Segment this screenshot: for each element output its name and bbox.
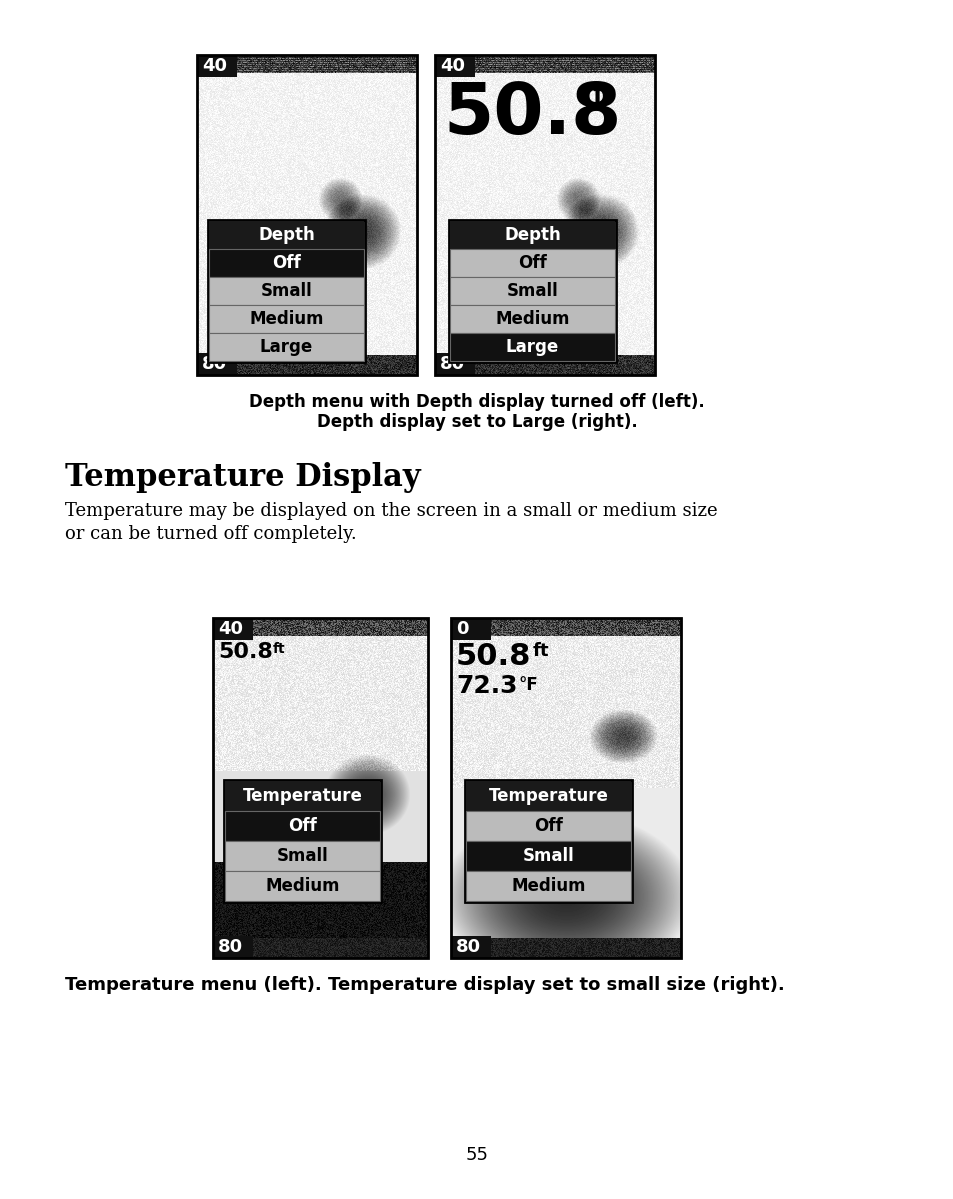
Text: ft: ft: [593, 83, 614, 107]
Bar: [465, 811, 630, 840]
Text: 40: 40: [439, 58, 464, 76]
Bar: [213, 617, 428, 958]
Bar: [435, 55, 655, 375]
Text: 80: 80: [439, 355, 465, 373]
Bar: [225, 781, 379, 811]
Bar: [465, 781, 630, 811]
Bar: [450, 277, 615, 305]
Bar: [225, 840, 379, 870]
Bar: [450, 305, 615, 333]
Text: Temperature: Temperature: [242, 787, 362, 805]
Text: Depth: Depth: [503, 225, 560, 245]
Text: Temperature menu (left). Temperature display set to small size (right).: Temperature menu (left). Temperature dis…: [65, 976, 784, 994]
Text: 80: 80: [456, 938, 480, 956]
Text: 80: 80: [218, 938, 243, 956]
Text: Off: Off: [534, 817, 562, 835]
Bar: [465, 840, 630, 870]
Text: 55: 55: [465, 1146, 488, 1164]
Bar: [451, 617, 491, 640]
Bar: [196, 353, 236, 375]
Text: Small: Small: [260, 282, 312, 300]
Text: ft: ft: [533, 641, 549, 659]
Bar: [451, 936, 491, 958]
Text: °F: °F: [518, 676, 538, 694]
Bar: [213, 936, 253, 958]
Text: Off: Off: [517, 254, 546, 272]
Text: Depth: Depth: [258, 225, 314, 245]
Bar: [464, 781, 631, 902]
Bar: [208, 219, 365, 362]
Bar: [196, 55, 236, 77]
Text: ft: ft: [273, 641, 285, 656]
Text: Temperature: Temperature: [488, 787, 608, 805]
Text: 0: 0: [456, 620, 468, 638]
Bar: [465, 870, 630, 900]
Bar: [225, 811, 379, 840]
Text: Depth display set to Large (right).: Depth display set to Large (right).: [316, 412, 637, 430]
Text: Medium: Medium: [249, 311, 323, 329]
Text: Large: Large: [259, 338, 313, 356]
Bar: [451, 617, 680, 958]
Text: Small: Small: [522, 846, 574, 864]
Text: Small: Small: [506, 282, 558, 300]
Bar: [196, 55, 416, 375]
Bar: [209, 305, 364, 333]
Bar: [225, 870, 379, 900]
Text: Temperature may be displayed on the screen in a small or medium size: Temperature may be displayed on the scre…: [65, 502, 717, 520]
Bar: [435, 353, 475, 375]
Text: Medium: Medium: [511, 876, 585, 894]
Text: 50.8: 50.8: [456, 641, 531, 671]
Text: Large: Large: [505, 338, 558, 356]
Bar: [450, 221, 615, 249]
Text: 80: 80: [202, 355, 227, 373]
Text: or can be turned off completely.: or can be turned off completely.: [65, 525, 356, 543]
Bar: [450, 333, 615, 361]
Text: 72.3: 72.3: [456, 674, 517, 698]
Text: Depth menu with Depth display turned off (left).: Depth menu with Depth display turned off…: [249, 393, 704, 411]
Bar: [213, 617, 253, 640]
Bar: [209, 333, 364, 361]
Text: 50.8: 50.8: [218, 641, 273, 662]
Text: Medium: Medium: [495, 311, 569, 329]
Text: 50.8: 50.8: [442, 80, 620, 149]
Text: Temperature Display: Temperature Display: [65, 462, 420, 493]
Text: Off: Off: [272, 254, 300, 272]
Text: 40: 40: [218, 620, 243, 638]
Bar: [209, 221, 364, 249]
Text: Small: Small: [276, 846, 328, 864]
Bar: [209, 277, 364, 305]
Bar: [209, 249, 364, 277]
Bar: [449, 219, 616, 362]
Text: Medium: Medium: [265, 876, 339, 894]
Bar: [224, 781, 380, 902]
Bar: [435, 55, 475, 77]
Text: 40: 40: [202, 58, 227, 76]
Bar: [450, 249, 615, 277]
Text: Off: Off: [288, 817, 316, 835]
